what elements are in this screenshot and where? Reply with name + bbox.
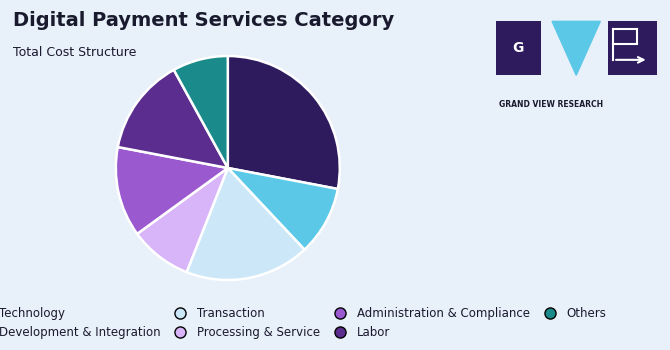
Text: GRAND VIEW RESEARCH: GRAND VIEW RESEARCH xyxy=(499,100,603,109)
Text: Total Cost Structure: Total Cost Structure xyxy=(13,46,137,58)
Wedge shape xyxy=(137,168,228,272)
FancyBboxPatch shape xyxy=(608,21,657,75)
Wedge shape xyxy=(228,56,340,189)
Wedge shape xyxy=(118,70,228,168)
Wedge shape xyxy=(228,168,338,250)
Legend: Technology, Development & Integration, Transaction, Processing & Service, Admini: Technology, Development & Integration, T… xyxy=(0,303,610,344)
Text: Digital Payment Services Category: Digital Payment Services Category xyxy=(13,10,395,29)
Wedge shape xyxy=(174,56,228,168)
Wedge shape xyxy=(116,147,228,234)
Text: G: G xyxy=(513,41,524,55)
FancyBboxPatch shape xyxy=(496,21,541,75)
Wedge shape xyxy=(186,168,304,280)
Polygon shape xyxy=(552,21,600,75)
